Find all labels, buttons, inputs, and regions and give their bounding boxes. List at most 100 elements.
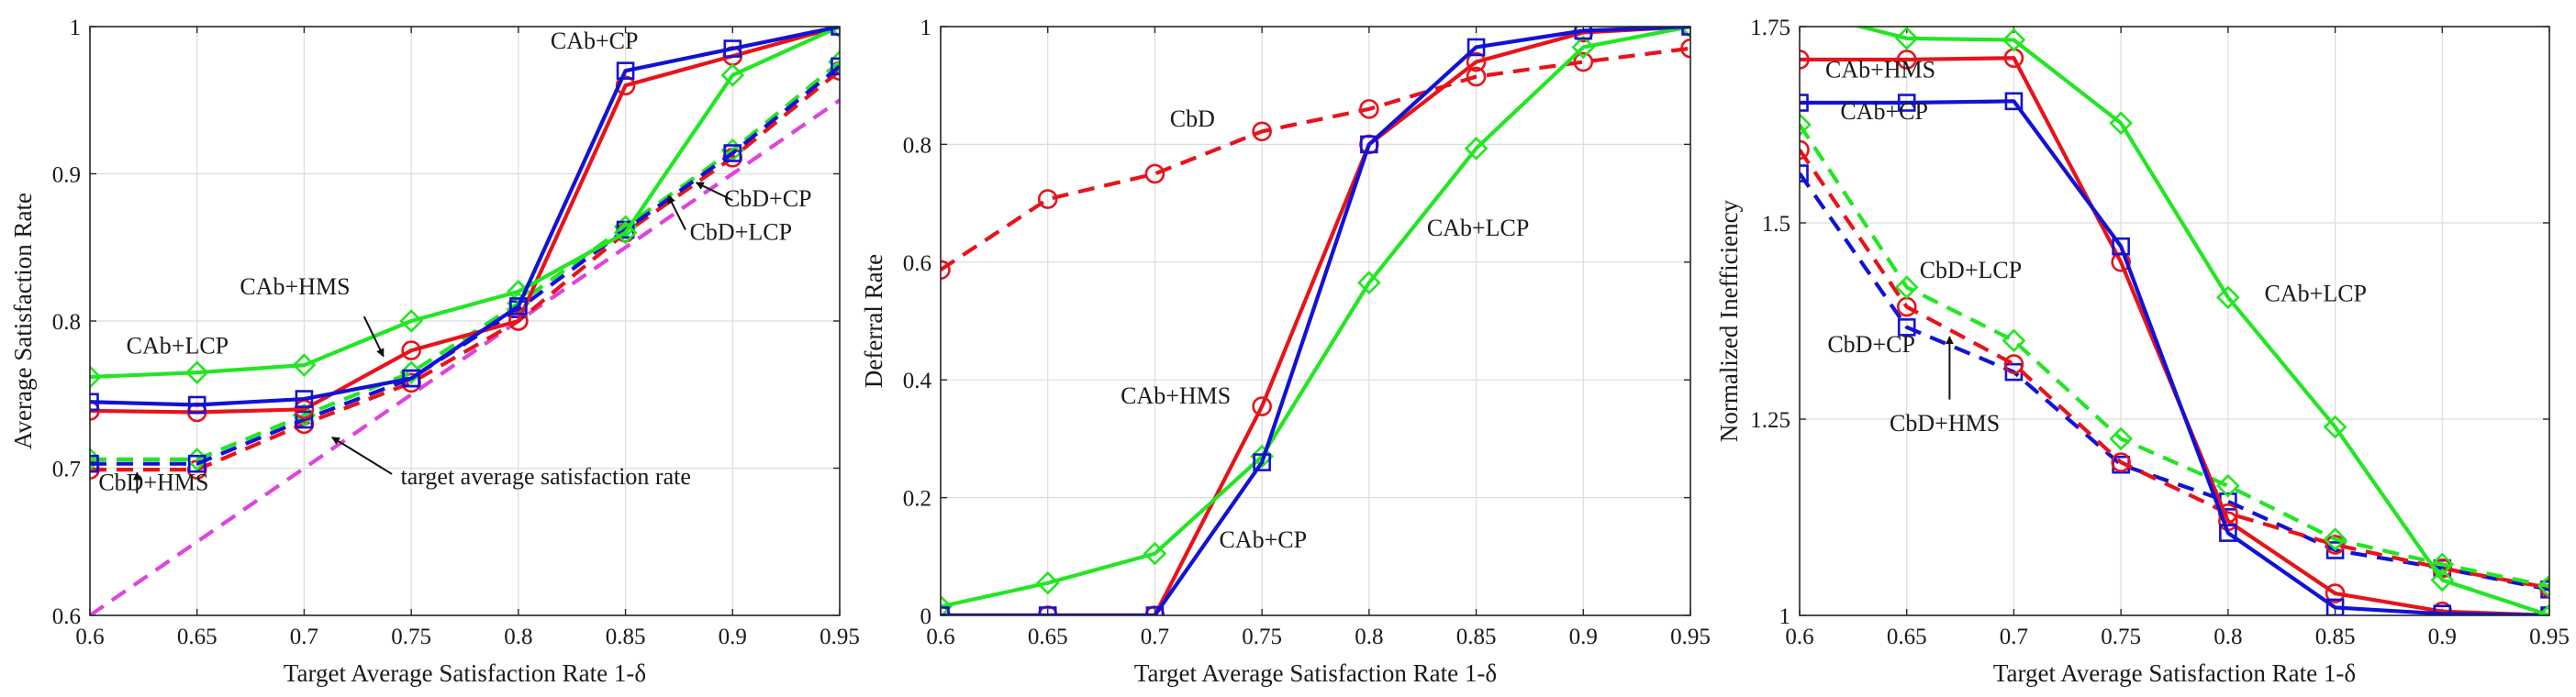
data-point	[295, 410, 314, 429]
data-point	[1143, 541, 1167, 566]
annotation-label: CbD+CP	[1827, 331, 1915, 358]
plot-frame	[1799, 26, 2550, 616]
data-point	[399, 360, 423, 385]
data-point	[1252, 396, 1272, 416]
x-tick-label: 0.6	[1785, 625, 1813, 649]
x-tick-label: 0.8	[2214, 625, 2242, 649]
series-line-cab-cp	[1800, 99, 2549, 615]
data-point	[2323, 527, 2347, 551]
data-point	[2004, 92, 2024, 111]
y-axis-label: Deferral Rate	[860, 254, 887, 388]
annotation-arrow	[667, 194, 686, 230]
x-tick-label: 0.95	[820, 625, 860, 649]
y-tick-label: 1.5	[1762, 212, 1790, 237]
y-tick-label: 0.7	[52, 458, 81, 482]
y-tick-label: 1.75	[1750, 16, 1790, 40]
data-point	[1466, 66, 1487, 87]
series-line-cab-hms	[90, 27, 840, 415]
data-point	[402, 369, 420, 388]
x-tick-label: 0.6	[75, 625, 104, 649]
plot-area	[90, 27, 840, 615]
data-point	[187, 395, 206, 415]
data-point	[1250, 444, 1274, 469]
annotation-label: CAb+HMS	[1825, 57, 1935, 83]
data-point	[2002, 28, 2026, 52]
data-point	[1360, 135, 1378, 154]
data-point	[2430, 568, 2455, 592]
series-line-cbd-cp	[1800, 171, 2549, 592]
x-tick-label: 0.8	[504, 625, 532, 649]
series-line-cbd-lcp	[90, 60, 840, 461]
x-tick-label: 0.95	[1670, 625, 1711, 649]
data-point	[2325, 535, 2346, 555]
x-tick-label: 0.65	[177, 625, 217, 649]
series-line-cbd-hms	[90, 69, 840, 472]
data-point	[2433, 604, 2452, 615]
data-point	[2002, 328, 2026, 353]
x-tick-label: 0.9	[2428, 625, 2457, 649]
data-point	[1573, 51, 1594, 72]
annotation-label: target average satisfaction rate	[400, 463, 690, 490]
y-tick-label: 0.6	[52, 604, 81, 629]
data-point	[1037, 189, 1058, 209]
y-axis-label: Normalized Inefficiency	[1715, 199, 1743, 442]
series-line-cbd-hms	[1800, 149, 2549, 591]
x-tick-label: 0.8	[1355, 625, 1383, 649]
data-point	[2109, 426, 2133, 451]
data-point	[184, 360, 209, 385]
data-point	[1897, 94, 1916, 112]
annotation-label: CAb+LCP	[1427, 215, 1529, 241]
annotation-label: CAb+CP	[1219, 526, 1307, 553]
annotation-arrow	[695, 182, 733, 202]
data-point	[1680, 38, 1690, 59]
y-tick-label: 0.6	[903, 251, 931, 276]
x-tick-label: 0.9	[719, 625, 747, 649]
data-point	[2323, 415, 2347, 439]
chart-panel-deferral: 0.6 0.65 0.7 0.75 0.8 0.85 0.9 0.95 0 0.2 0.4 0.6 0.…	[860, 16, 1711, 687]
x-tick-label: 0.7	[1141, 625, 1169, 649]
data-point	[399, 309, 423, 333]
data-point	[292, 353, 317, 377]
y-tick-label: 1	[920, 16, 932, 40]
data-point	[2112, 237, 2130, 256]
data-point	[941, 260, 951, 280]
annotation-label: CAb+HMS	[240, 273, 350, 300]
data-point	[1800, 113, 1812, 137]
x-tick-label: 0.75	[2101, 625, 2141, 649]
data-point	[1466, 51, 1487, 72]
x-tick-label: 0.65	[1028, 625, 1068, 649]
annotation-label: CAb+LCP	[2265, 281, 2367, 307]
x-tick-label: 0.85	[2315, 625, 2356, 649]
data-point	[831, 57, 840, 76]
data-point	[1800, 50, 1810, 70]
data-point	[1466, 38, 1486, 57]
data-point	[2003, 354, 2024, 374]
x-tick-label: 0.6	[926, 625, 954, 649]
annotation-label: CbD	[1170, 105, 1215, 132]
annotation-label: CAb+CP	[1840, 98, 1928, 125]
annotation-label: CbD+HMS	[98, 470, 208, 496]
plot-area	[941, 27, 1690, 615]
data-point	[1800, 164, 1809, 183]
x-tick-label: 0.95	[2529, 625, 2570, 649]
data-point	[616, 61, 635, 80]
chart-panel-satisfaction: 0.6 0.65 0.7 0.75 0.8 0.85 0.9 0.95 0.6 0.7 0.8 0.9…	[9, 16, 860, 687]
x-tick-label: 0.85	[1456, 625, 1497, 649]
data-point	[1464, 137, 1489, 160]
y-tick-label: 0.4	[903, 369, 932, 393]
data-point	[2537, 603, 2549, 615]
y-tick-label: 1.25	[1750, 408, 1790, 433]
x-tick-label: 0.75	[1242, 625, 1282, 649]
x-tick-label: 0.75	[391, 625, 431, 649]
data-point	[508, 311, 529, 331]
data-point	[401, 340, 421, 360]
data-point	[1574, 27, 1593, 40]
series-line-cab-lcp	[90, 27, 840, 380]
data-point	[2219, 524, 2237, 542]
data-point	[1571, 35, 1596, 60]
x-tick-label: 0.85	[606, 625, 646, 649]
data-point	[1897, 318, 1916, 337]
series-line-cab-lcp	[941, 27, 1690, 609]
y-tick-label: 0.8	[52, 310, 81, 335]
